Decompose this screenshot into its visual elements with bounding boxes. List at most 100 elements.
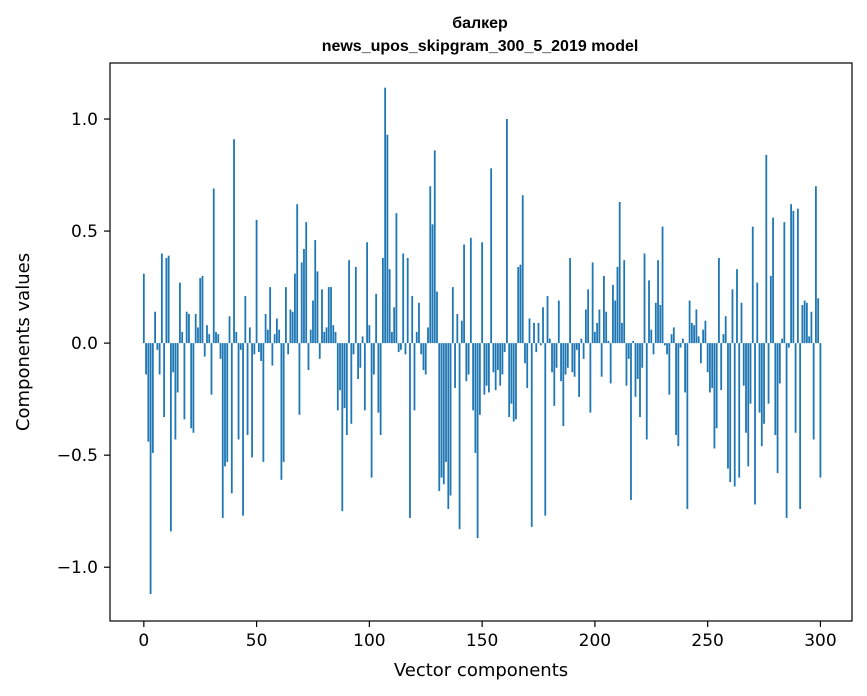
bar-component-211 xyxy=(618,201,621,344)
bar-component-182 xyxy=(553,343,556,406)
bar-component-181 xyxy=(551,343,553,373)
bar-component-170 xyxy=(526,343,529,388)
bar-component-36 xyxy=(224,343,226,467)
bar-component-288 xyxy=(792,210,795,344)
bar-component-206 xyxy=(607,340,610,344)
bar-component-264 xyxy=(738,343,741,478)
bar-component-35 xyxy=(221,343,224,518)
bar-component-232 xyxy=(666,343,668,355)
bar-component-294 xyxy=(805,302,808,344)
bar-component-273 xyxy=(758,343,761,413)
bar-component-196 xyxy=(584,309,587,344)
bar-component-55 xyxy=(266,329,269,344)
bar-component-287 xyxy=(790,204,792,344)
bar-component-293 xyxy=(803,300,806,344)
bar-component-155 xyxy=(492,343,495,373)
y-axis-label: Components values xyxy=(13,253,34,431)
bar-component-86 xyxy=(336,343,339,411)
bar-component-246 xyxy=(697,336,700,344)
bar-component-180 xyxy=(548,338,551,344)
bar-component-270 xyxy=(751,226,754,344)
x-tick-label: 0 xyxy=(138,631,149,651)
bar-component-250 xyxy=(706,343,709,373)
bar-component-40 xyxy=(233,139,235,344)
bar-component-156 xyxy=(494,343,497,391)
bar-component-116 xyxy=(404,343,407,355)
bar-component-2 xyxy=(147,343,150,442)
bar-component-297 xyxy=(812,343,815,440)
bar-component-256 xyxy=(720,343,723,391)
bar-component-70 xyxy=(300,262,303,344)
bar-component-215 xyxy=(627,343,630,359)
bar-component-210 xyxy=(616,266,619,344)
bar-component-15 xyxy=(176,343,179,393)
x-axis-ticks: 0 50 100 150 200 250 300 xyxy=(138,621,837,651)
bar-component-79 xyxy=(321,289,323,344)
bar-component-220 xyxy=(639,343,641,418)
bar-component-282 xyxy=(778,343,781,384)
bar-component-69 xyxy=(298,343,301,415)
bar-component-53 xyxy=(262,343,265,462)
bar-component-93 xyxy=(352,343,355,355)
bar-component-234 xyxy=(670,334,673,344)
bar-component-217 xyxy=(632,340,635,344)
y-tick-label: −0.5 xyxy=(57,446,98,466)
bar-component-112 xyxy=(395,213,398,344)
bar-component-99 xyxy=(366,242,368,344)
bar-component-197 xyxy=(587,289,590,344)
bar-component-202 xyxy=(598,309,601,344)
bar-component-204 xyxy=(603,275,605,344)
bar-component-230 xyxy=(661,226,664,344)
bar-component-151 xyxy=(483,343,486,395)
bar-component-75 xyxy=(312,300,314,344)
bar-component-227 xyxy=(654,302,657,344)
bar-component-169 xyxy=(524,343,526,364)
bar-component-127 xyxy=(429,186,432,344)
bar-component-126 xyxy=(427,327,429,344)
bar-component-38 xyxy=(228,316,231,344)
bar-component-231 xyxy=(663,343,666,346)
bar-component-268 xyxy=(747,343,750,467)
bar-component-236 xyxy=(675,343,677,435)
bar-component-71 xyxy=(303,249,305,344)
bar-component-39 xyxy=(230,343,233,494)
bar-component-97 xyxy=(361,336,364,344)
bar-component-140 xyxy=(458,343,461,530)
bar-component-229 xyxy=(659,305,662,344)
bar-component-285 xyxy=(785,343,788,518)
bar-component-113 xyxy=(397,343,400,353)
bar-component-185 xyxy=(560,343,562,382)
bar-component-173 xyxy=(533,322,535,344)
bar-component-77 xyxy=(316,271,319,344)
bar-component-188 xyxy=(566,343,569,368)
bar-component-243 xyxy=(690,322,693,344)
bar-component-58 xyxy=(273,334,276,344)
bar-component-292 xyxy=(801,305,804,344)
bar-component-114 xyxy=(400,343,402,350)
bar-component-92 xyxy=(350,343,353,424)
bar-component-194 xyxy=(580,338,583,344)
bar-component-47 xyxy=(248,327,251,344)
bar-component-46 xyxy=(246,343,249,435)
bar-component-136 xyxy=(449,343,452,496)
bar-component-95 xyxy=(357,343,359,379)
bar-component-62 xyxy=(282,343,285,462)
bar-component-68 xyxy=(296,204,299,344)
bar-component-208 xyxy=(612,284,614,344)
bar-component-83 xyxy=(330,287,332,344)
bar-component-187 xyxy=(564,343,567,375)
bar-component-22 xyxy=(192,343,195,433)
bar-component-66 xyxy=(291,311,294,344)
bar-component-119 xyxy=(411,296,414,344)
bar-component-0 xyxy=(142,273,145,344)
bar-component-219 xyxy=(636,343,639,379)
bar-component-213 xyxy=(623,260,626,344)
bar-component-4 xyxy=(151,343,154,453)
bar-component-262 xyxy=(733,343,736,487)
bar-component-123 xyxy=(420,343,423,355)
bar-component-84 xyxy=(332,325,335,344)
bar-component-289 xyxy=(794,343,797,433)
bar-component-138 xyxy=(454,343,456,388)
bar-component-296 xyxy=(810,311,813,344)
bar-component-81 xyxy=(325,327,328,344)
